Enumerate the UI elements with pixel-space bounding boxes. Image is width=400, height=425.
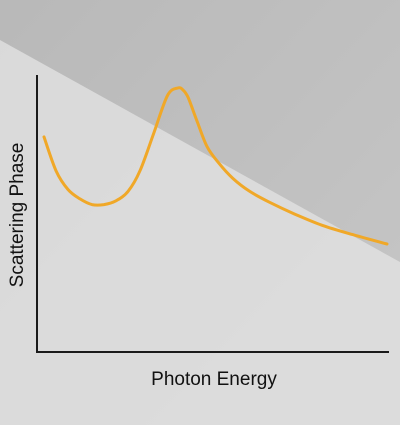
y-axis-label: Scattering Phase [7,143,28,288]
light-diagonal-region [0,40,400,425]
x-axis-label: Photon Energy [151,369,277,390]
plot-area [36,75,389,353]
series-line [42,86,389,246]
